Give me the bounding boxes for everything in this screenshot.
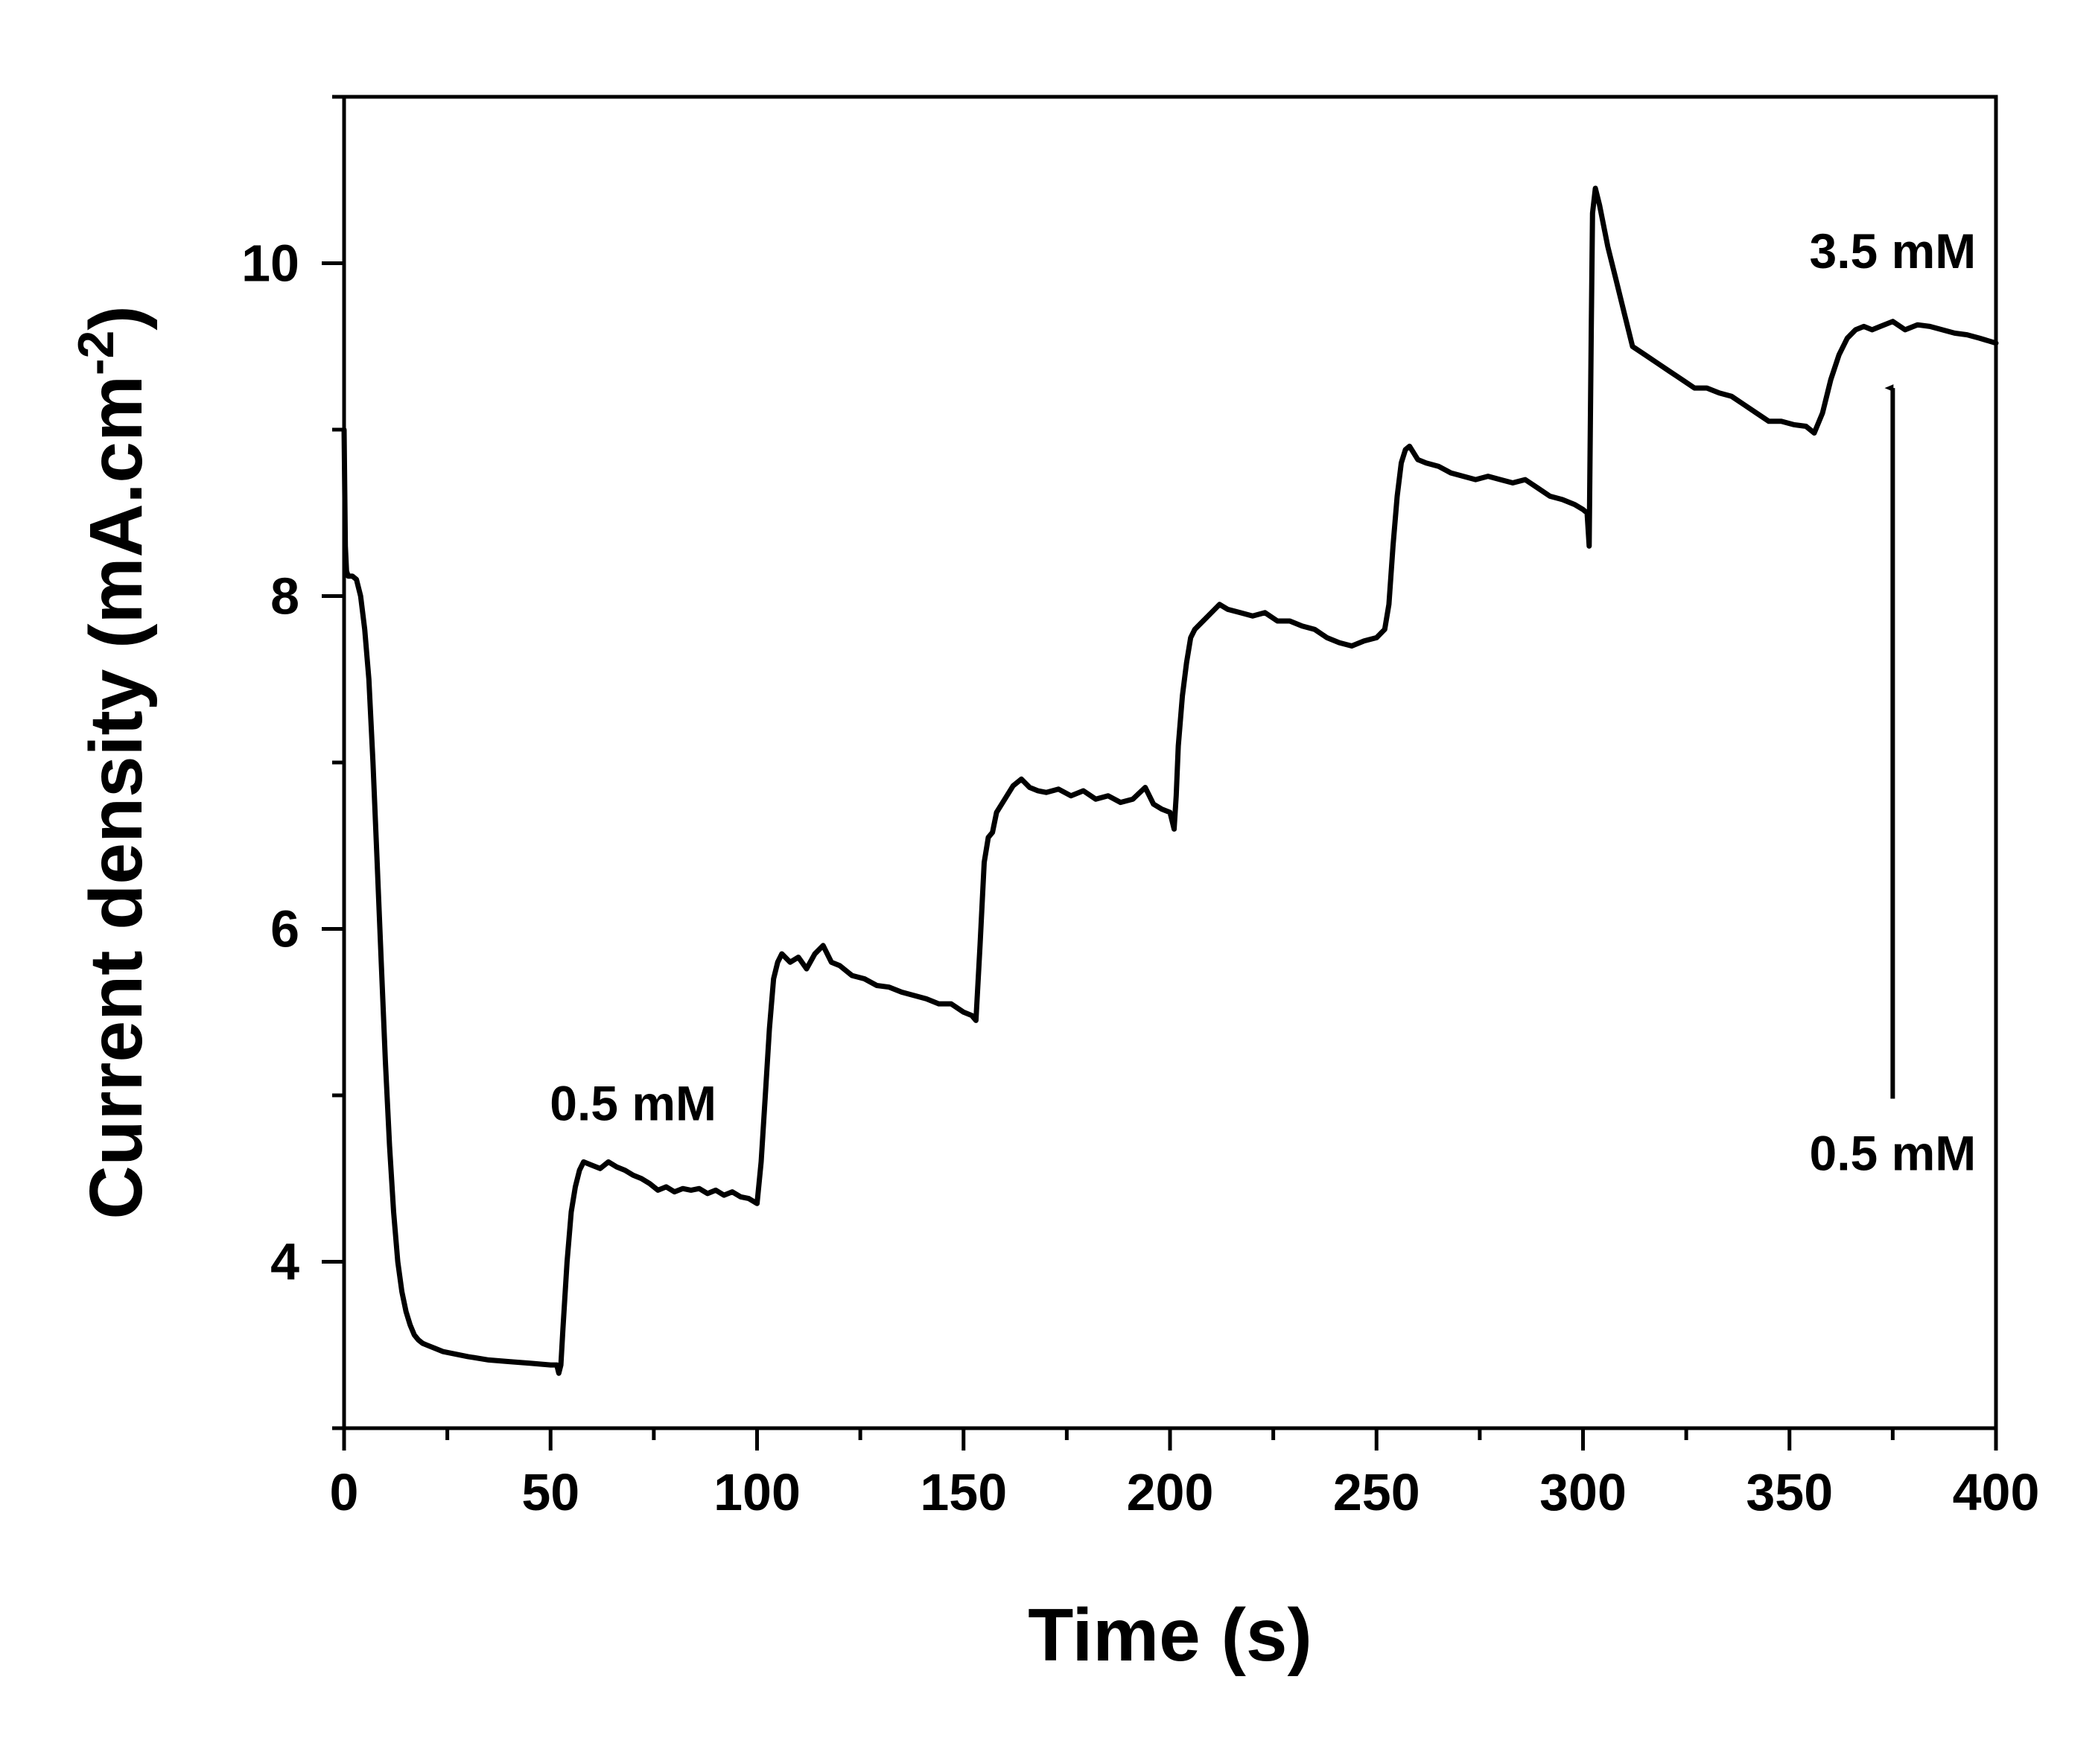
y-axis-tick-labels: 4 6 8 10 — [241, 235, 299, 1291]
y-tick-label: 8 — [270, 567, 299, 625]
x-tick-label: 50 — [521, 1463, 579, 1521]
x-tick-label: 400 — [1953, 1463, 2040, 1521]
x-axis-tick-labels: 0 50 100 150 200 250 300 350 400 — [330, 1463, 2040, 1521]
y-axis-title-main: Current density (mA.cm — [74, 375, 158, 1220]
x-tick-label: 300 — [1539, 1463, 1627, 1521]
x-axis-title: Time (s) — [1028, 1593, 1312, 1677]
annotation-label: 0.5 mM — [550, 1076, 716, 1131]
x-tick-label: 200 — [1127, 1463, 1214, 1521]
annotation-label: 0.5 mM — [1810, 1126, 1977, 1181]
y-axis-title: Current density (mA.cm-2) — [68, 305, 158, 1219]
y-axis-title-superscript: -2 — [68, 331, 124, 375]
x-tick-label: 100 — [713, 1463, 801, 1521]
y-tick-label: 4 — [270, 1233, 299, 1291]
y-axis-title-close: ) — [74, 305, 158, 330]
x-tick-label: 150 — [920, 1463, 1007, 1521]
series-line-current-density — [341, 185, 1999, 1376]
annotation-label: 3.5 mM — [1810, 223, 1977, 278]
x-tick-label: 350 — [1746, 1463, 1833, 1521]
x-tick-label: 250 — [1333, 1463, 1420, 1521]
x-tick-label: 0 — [330, 1463, 359, 1521]
plot-frame — [342, 95, 1998, 1430]
y-axis-ticks — [322, 95, 344, 1430]
y-tick-label: 6 — [270, 900, 299, 958]
y-tick-label: 10 — [241, 235, 299, 293]
x-axis-ticks — [342, 1428, 1998, 1451]
annotations: 0.5 mM 3.5 mM 0.5 mM — [550, 223, 1976, 1180]
